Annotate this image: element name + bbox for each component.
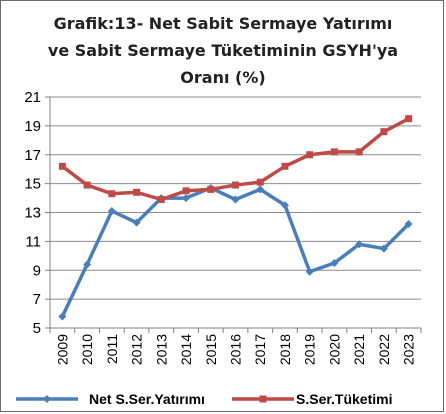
x-axis-ticks: 2009 2010 2011 2012 2013 2014 2015 2016 2017 2018… [54, 334, 416, 365]
x-tick-label: 2012 [129, 334, 145, 365]
legend-marker [259, 395, 267, 403]
series-line [60, 186, 410, 318]
data-point [231, 195, 240, 204]
data-point [305, 267, 314, 276]
data-point [207, 185, 215, 193]
y-tick-label: 9 [33, 262, 41, 279]
data-point [182, 194, 191, 203]
series-2 [58, 115, 413, 204]
data-point [330, 259, 339, 268]
legend: Net S.Ser.Yatırımı S.Ser.Tüketimi [16, 391, 392, 407]
y-tick-label: 7 [33, 291, 41, 308]
y-tick-label: 21 [24, 89, 41, 106]
legend-item-2: S.Ser.Tüketimi [232, 391, 392, 407]
data-point [83, 181, 91, 189]
x-tick-label: 2009 [54, 334, 70, 365]
y-tick-label: 15 [24, 176, 41, 193]
x-tick-label: 2021 [351, 334, 367, 365]
data-point [281, 162, 289, 170]
y-tick-label: 19 [24, 118, 41, 135]
data-point [280, 201, 289, 210]
y-tick-label: 5 [33, 320, 41, 337]
data-point [404, 220, 413, 229]
data-point [355, 240, 364, 249]
data-point [379, 244, 388, 253]
x-tick-label: 2011 [104, 334, 120, 364]
data-point [256, 178, 264, 186]
series-1 [58, 183, 413, 321]
x-tick-label: 2015 [203, 334, 219, 365]
y-tick-label: 13 [24, 205, 41, 222]
data-point [83, 260, 92, 269]
data-point [355, 148, 363, 156]
axes [45, 96, 422, 333]
data-point [232, 181, 239, 189]
data-point [133, 188, 141, 196]
legend-item-1: Net S.Ser.Yatırımı [16, 391, 205, 407]
legend-marker [43, 395, 51, 403]
data-point [132, 218, 141, 227]
data-point [107, 207, 116, 216]
x-tick-label: 2016 [228, 334, 244, 365]
series-group [58, 115, 413, 321]
chart-title-line-1: Grafik:13- Net Sabit Sermaye Yatırımı [53, 14, 393, 33]
x-tick-label: 2017 [252, 334, 268, 365]
data-point [58, 162, 66, 170]
x-tick-label: 2019 [302, 334, 318, 365]
data-point [182, 187, 190, 195]
data-point [405, 115, 413, 123]
data-point [58, 312, 67, 321]
x-tick-label: 2013 [153, 334, 169, 365]
x-tick-label: 2010 [79, 334, 95, 365]
x-tick-label: 2020 [326, 334, 342, 365]
chart-title-line-3: Oranı (%) [180, 68, 266, 87]
x-tick-label: 2022 [376, 334, 392, 365]
y-axis-ticks: 5 7 9 11 13 15 17 19 21 [24, 89, 41, 337]
data-point [306, 151, 314, 159]
x-tick-label: 2018 [277, 334, 293, 365]
data-point [157, 196, 165, 204]
data-point [108, 190, 116, 198]
y-tick-label: 11 [25, 233, 41, 250]
data-point [256, 185, 265, 194]
chart-title: Grafik:13- Net Sabit Sermaye Yatırımı ve… [0, 10, 446, 91]
data-point [330, 148, 338, 156]
chart-title-line-2: ve Sabit Sermaye Tüketiminin GSYH'ya [47, 41, 399, 60]
y-tick-label: 17 [24, 147, 41, 164]
x-tick-label: 2014 [178, 334, 194, 365]
legend-label: S.Ser.Tüketimi [296, 391, 392, 407]
legend-label: Net S.Ser.Yatırımı [89, 391, 205, 407]
x-tick-label: 2023 [401, 334, 417, 365]
data-point [380, 128, 388, 136]
